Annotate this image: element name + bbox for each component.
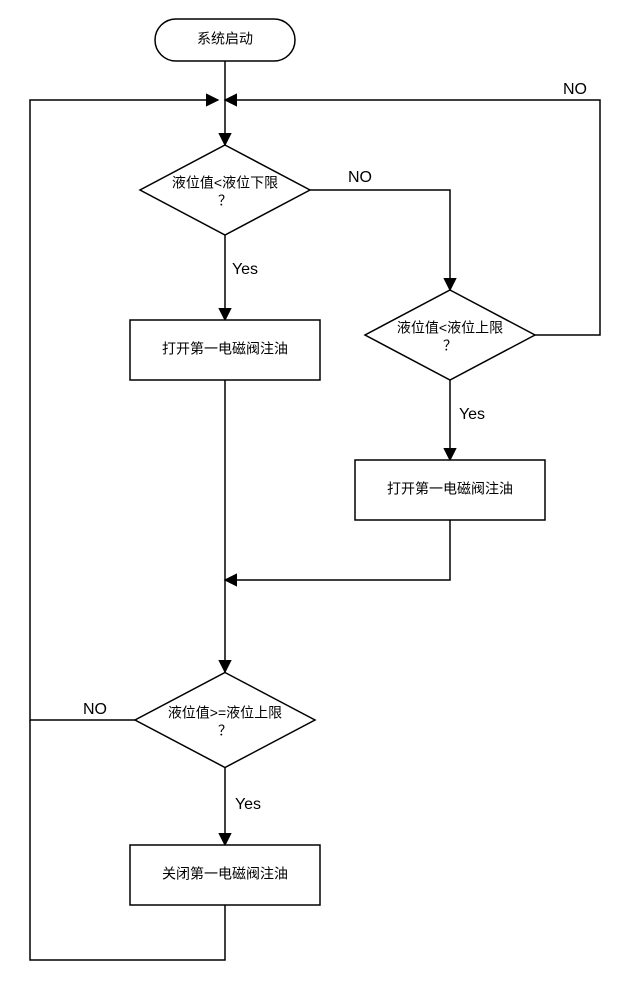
node-text: 液位值<液位下限 bbox=[172, 175, 278, 191]
edge-d_lower_no bbox=[310, 190, 450, 290]
edge-p_open2_merge bbox=[225, 520, 450, 580]
node-p_close: 关闭第一电磁阀注油 bbox=[130, 845, 320, 905]
edge-label: Yes bbox=[235, 796, 261, 813]
edge-label: Yes bbox=[459, 406, 485, 423]
edge-close_loop bbox=[30, 720, 225, 960]
edge-label: NO bbox=[563, 81, 587, 98]
edge-d_upper_no bbox=[225, 100, 600, 335]
flowchart-diagram: YesNOYesNOYesNO系统启动液位值<液位下限？打开第一电磁阀注油液位值… bbox=[0, 0, 630, 1000]
node-text: 系统启动 bbox=[197, 31, 253, 47]
node-p_open1: 打开第一电磁阀注油 bbox=[130, 320, 320, 380]
node-d_ge_upper: 液位值>=液位上限 ？ bbox=[135, 673, 315, 768]
edge-label: Yes bbox=[232, 261, 258, 278]
node-text: ？ bbox=[443, 338, 457, 354]
node-d_lower: 液位值<液位下限 ？ bbox=[140, 145, 310, 235]
edge-label: NO bbox=[348, 169, 372, 186]
node-text: ？ bbox=[218, 723, 232, 739]
node-text: 液位值<液位上限 bbox=[397, 320, 503, 336]
node-text: 打开第一电磁阀注油 bbox=[387, 481, 513, 497]
node-text: 液位值>=液位上限 bbox=[168, 705, 282, 721]
node-text: ？ bbox=[218, 193, 232, 209]
node-start: 系统启动 bbox=[155, 19, 295, 61]
node-d_upper: 液位值<液位上限 ？ bbox=[365, 290, 535, 380]
node-text: 关闭第一电磁阀注油 bbox=[162, 866, 288, 882]
nodes-layer: 系统启动液位值<液位下限？打开第一电磁阀注油液位值<液位上限？打开第一电磁阀注油… bbox=[130, 19, 545, 905]
node-text: 打开第一电磁阀注油 bbox=[162, 341, 288, 357]
edge-label: NO bbox=[83, 701, 107, 718]
node-p_open2: 打开第一电磁阀注油 bbox=[355, 460, 545, 520]
